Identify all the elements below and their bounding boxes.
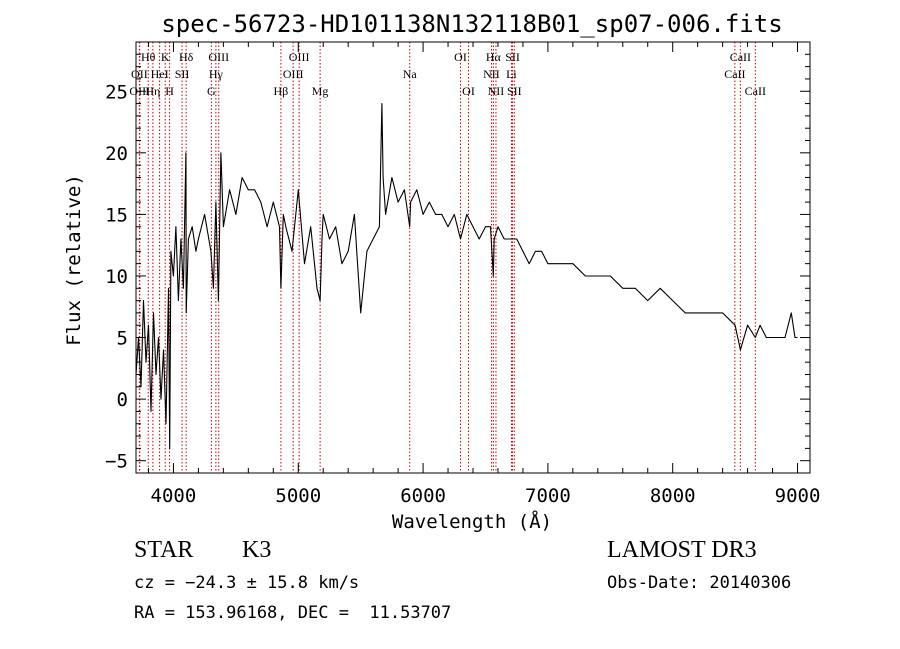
spectral-line-label: OIII: [289, 50, 310, 64]
spectral-line-label: OIII: [208, 50, 229, 64]
axis-ticks: [136, 42, 810, 473]
spectral-line-label: HeI: [151, 67, 169, 81]
flux-series-line: [135, 103, 798, 449]
object-class: STAR: [134, 537, 194, 563]
object-subclass: K3: [242, 537, 272, 563]
x-tick-label: 8000: [650, 485, 696, 507]
x-tick-label: 6000: [400, 485, 446, 507]
spectral-line-label: CaII: [730, 50, 751, 64]
spectral-line-label: OIII: [129, 84, 150, 98]
y-tick-label: 5: [117, 328, 128, 350]
velocity-readout: cz = −24.3 ± 15.8 km/s: [134, 573, 360, 593]
spectral-line-label: Li: [506, 67, 517, 81]
spectral-line-label: Hδ: [179, 50, 194, 64]
y-tick-label: 25: [105, 81, 128, 103]
y-tick-labels: −5 0 5 10 15 20 25: [105, 81, 128, 472]
y-tick-label: 20: [105, 143, 128, 165]
spectral-line-label: OI: [462, 84, 475, 98]
spectral-line-labels: Hθ OII OIII K HeI Hη H Hδ SII OIII Hγ G OIII OIII Hβ Mg…: [129, 50, 766, 98]
plot-frame: [135, 41, 811, 474]
y-tick-label: 15: [105, 204, 128, 226]
spectral-line-label: K: [161, 50, 170, 64]
spectral-line-label: Hα: [486, 50, 502, 64]
spectrum-series: [135, 103, 798, 449]
spectral-line-label: SII: [507, 84, 522, 98]
spectral-line-label: Hγ: [209, 67, 224, 81]
chart-title: spec-56723-HD101138N132118B01_sp07-006.f…: [161, 10, 782, 38]
x-tick-label: 7000: [525, 485, 571, 507]
spectral-line-label: OIII: [283, 67, 304, 81]
x-tick-labels: 4000 5000 6000 7000 8000 9000: [151, 485, 821, 507]
spectral-line-label: H: [165, 84, 174, 98]
spectral-line-label: NII: [483, 67, 500, 81]
spectral-line-label: SII: [505, 50, 520, 64]
spectral-line-label: NII: [488, 84, 505, 98]
y-tick-label: 10: [105, 266, 128, 288]
spectral-line-label: Hη: [145, 84, 160, 98]
spectral-line-label: G: [207, 84, 216, 98]
spectral-line-markers: [138, 42, 756, 473]
spectral-line-label: CaII: [724, 67, 745, 81]
coordinates-readout: RA = 153.96168, DEC = 11.53707: [134, 603, 452, 623]
x-tick-label: 9000: [775, 485, 821, 507]
spectral-line-label: OII: [131, 67, 148, 81]
spectral-line-label: OI: [454, 50, 467, 64]
y-axis-label: Flux (relative): [63, 174, 85, 346]
x-tick-label: 4000: [151, 485, 197, 507]
x-axis-label: Wavelength (Å): [392, 510, 552, 533]
spectral-line-label: CaII: [745, 84, 766, 98]
x-tick-label: 5000: [275, 485, 321, 507]
spectral-line-label: Hθ: [141, 50, 156, 64]
spectral-line-label: SII: [175, 67, 190, 81]
spectral-line-label: Hβ: [274, 84, 289, 98]
y-tick-label: 0: [117, 389, 128, 411]
y-tick-label: −5: [105, 451, 128, 473]
observation-date: Obs-Date: 20140306: [607, 573, 792, 593]
spectral-line-label: Mg: [312, 84, 329, 98]
spectral-line-label: Na: [403, 67, 418, 81]
survey-name: LAMOST DR3: [607, 537, 757, 563]
